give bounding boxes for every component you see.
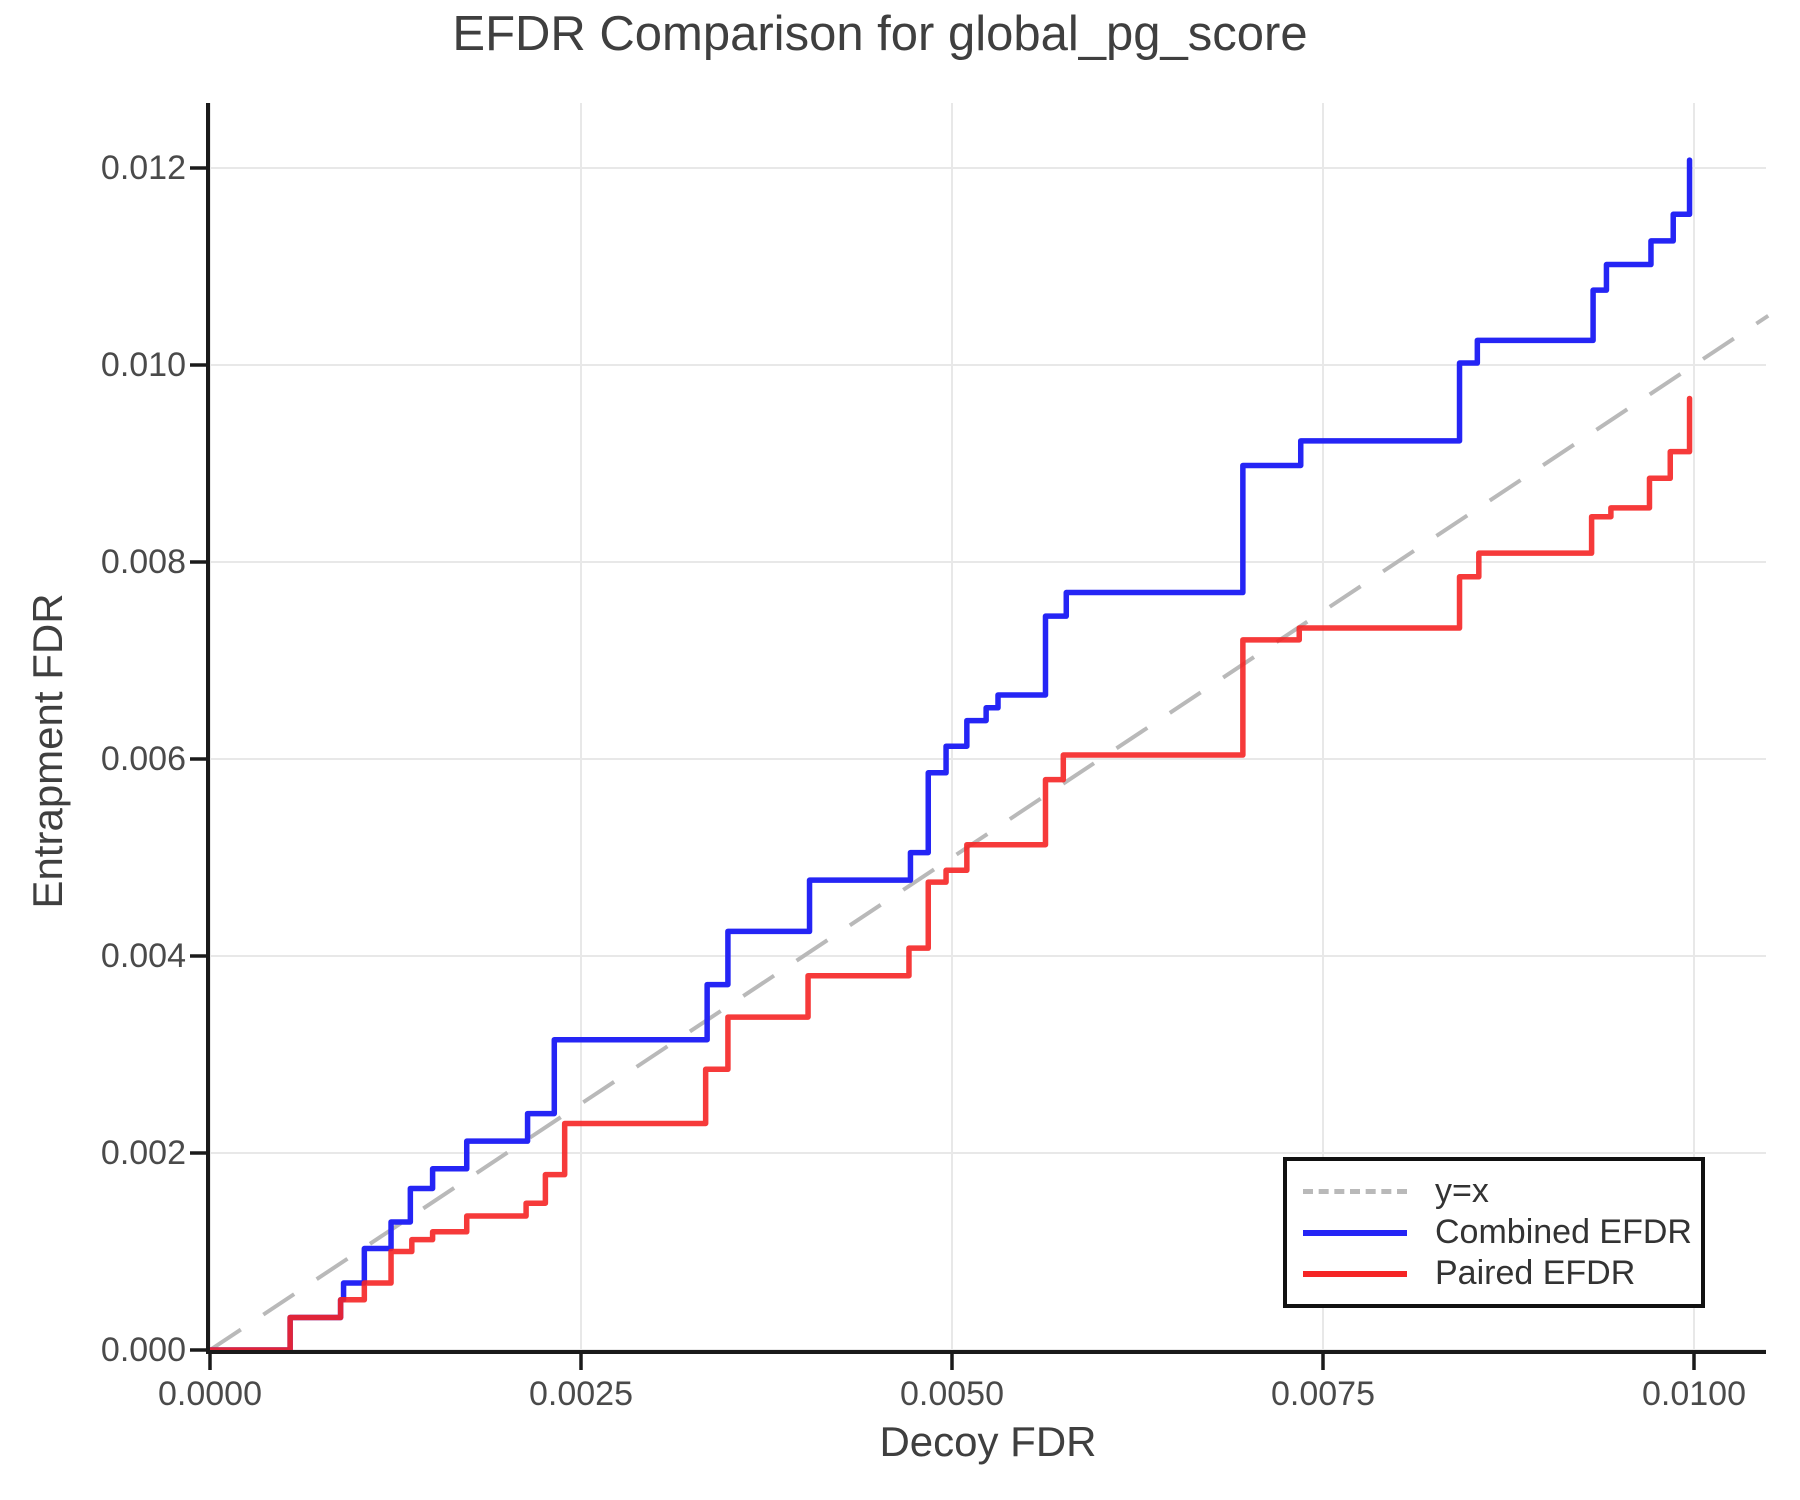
x-tick-label: 0.0075 [1271, 1375, 1375, 1413]
y-tick-label: 0.004 [100, 937, 186, 975]
chart-title: EFDR Comparison for global_pg_score [452, 7, 1308, 61]
legend-item-combined-efdr: Combined EFDR [1303, 1214, 1701, 1251]
red-line-swatch-icon [1303, 1270, 1407, 1277]
identity-line [208, 314, 1770, 1352]
legend-label: Paired EFDR [1435, 1254, 1636, 1292]
x-tick-label: 0.0050 [900, 1375, 1004, 1413]
y-tick-label: 0.002 [100, 1134, 186, 1172]
legend: y=x Combined EFDR Paired EFDR [1283, 1157, 1705, 1308]
paired-efdr-line [207, 395, 1693, 1353]
y-tick-label: 0.012 [100, 149, 186, 187]
legend-item-identity: y=x [1303, 1173, 1701, 1210]
y-tick-label: 0.006 [100, 740, 186, 778]
x-tick-label: 0.0100 [1642, 1375, 1746, 1413]
y-tick-label: 0.000 [100, 1331, 186, 1369]
y-tick-label: 0.008 [100, 543, 186, 581]
legend-item-paired-efdr: Paired EFDR [1303, 1255, 1701, 1292]
combined-efdr-line [207, 157, 1693, 1353]
blue-line-swatch-icon [1303, 1229, 1407, 1236]
x-axis-label: Decoy FDR [879, 1418, 1097, 1465]
x-tick-label: 0.0000 [158, 1375, 262, 1413]
dashed-line-swatch-icon [1303, 1189, 1407, 1194]
legend-label: Combined EFDR [1435, 1213, 1692, 1251]
legend-label: y=x [1435, 1172, 1489, 1210]
x-tick-label: 0.0025 [529, 1375, 633, 1413]
y-tick-label: 0.010 [100, 346, 186, 384]
